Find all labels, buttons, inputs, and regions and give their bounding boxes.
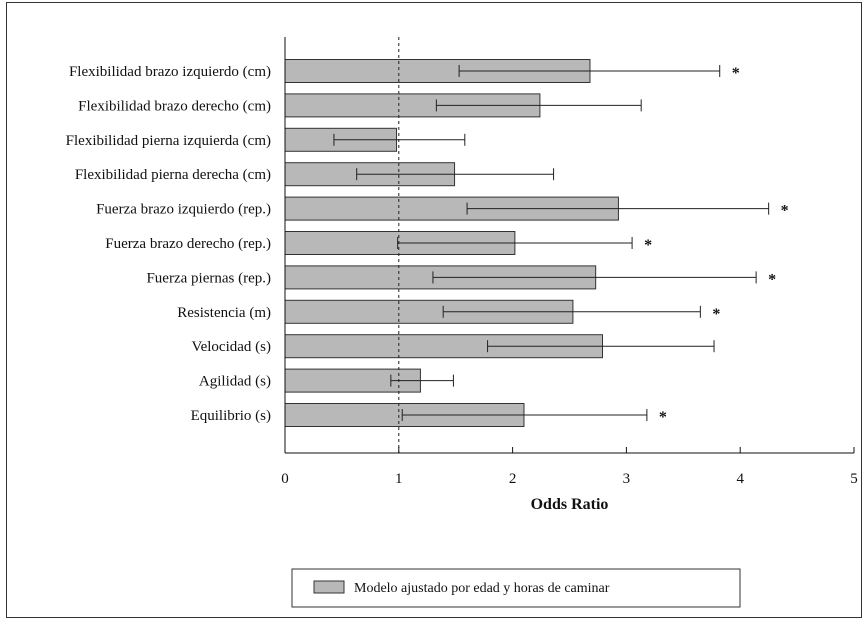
x-tick-label: 0: [281, 471, 289, 487]
category-label: Flexibilidad pierna izquierda (cm): [66, 133, 271, 149]
category-label: Flexibilidad brazo derecho (cm): [78, 98, 271, 114]
significance-star: *: [781, 203, 789, 220]
legend: Modelo ajustado por edad y horas de cami…: [291, 568, 741, 608]
error-bars: [333, 65, 770, 421]
x-tick-label: 1: [395, 471, 403, 487]
chart-frame: Flexibilidad brazo izquierdo (cm) Flexibi…: [6, 2, 862, 618]
category-label: Velocidad (s): [191, 339, 271, 355]
x-tick-label: 2: [509, 471, 517, 487]
significance-star: *: [732, 65, 740, 82]
category-label: Resistencia (m): [177, 305, 271, 321]
x-tick-label: 5: [850, 471, 858, 487]
x-tick-label: 3: [623, 471, 631, 487]
significance-star: *: [644, 237, 652, 254]
category-labels: Flexibilidad brazo izquierdo (cm) Flexibi…: [66, 64, 271, 424]
category-label: Agilidad (s): [199, 374, 271, 390]
category-label: Flexibilidad brazo izquierdo (cm): [69, 64, 271, 80]
category-label: Fuerza brazo derecho (rep.): [105, 236, 271, 252]
significance-markers: * * * * * *: [644, 65, 789, 426]
legend-label: Modelo ajustado por edad y horas de cami…: [354, 581, 610, 596]
category-label: Flexibilidad pierna derecha (cm): [75, 167, 271, 183]
odds-ratio-chart: Flexibilidad brazo izquierdo (cm) Flexibi…: [66, 37, 858, 608]
significance-star: *: [712, 306, 720, 323]
category-label: Fuerza piernas (rep.): [146, 270, 271, 286]
legend-box: [291, 568, 741, 608]
x-tick-label: 4: [736, 471, 744, 487]
category-label: Equilibrio (s): [191, 408, 271, 424]
legend-swatch: [313, 580, 345, 594]
x-axis-title: Odds Ratio: [531, 496, 609, 513]
x-axis-ticks: 0 1 2 3 4 5: [281, 447, 858, 487]
category-label: Fuerza brazo izquierdo (rep.): [96, 202, 271, 218]
significance-star: *: [768, 271, 776, 288]
significance-star: *: [659, 409, 667, 426]
